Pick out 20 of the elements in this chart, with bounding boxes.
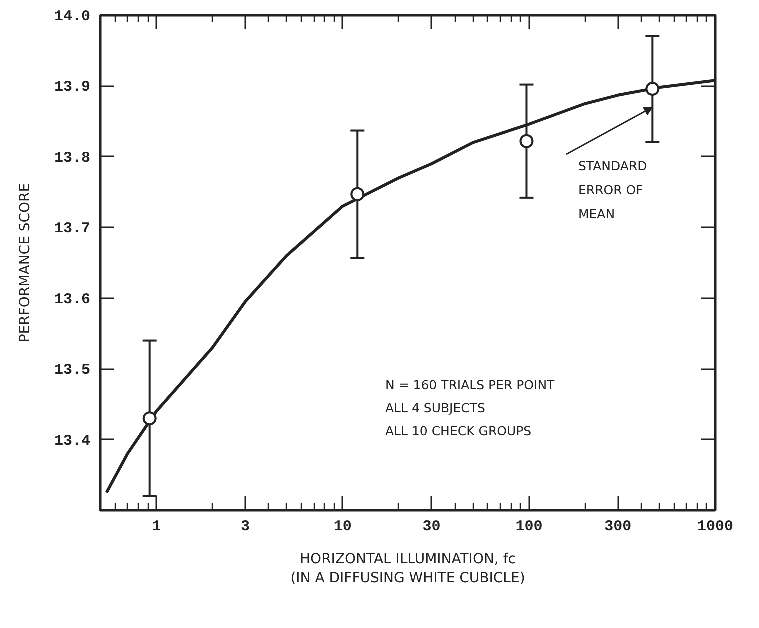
y-tick-label: 13.7 (54, 220, 91, 238)
x-tick-label: 3 (240, 518, 250, 536)
x-axis-title: HORIZONTAL ILLUMINATION, fc (IN A DIFFUSING WHITE CUBICLE) (290, 552, 526, 587)
annotation: ALL 4 SUBJECTS (386, 400, 486, 416)
annotation: ALL 10 CHECK GROUPS (386, 424, 532, 438)
y-tick-label: 14.0 (54, 8, 91, 26)
y-tick-label: 13.4 (54, 432, 91, 450)
y-tick-label: 13.8 (54, 150, 91, 167)
x-tick-label: 10 (334, 518, 352, 536)
y-tick-label: 13.6 (54, 291, 91, 308)
annotation: STANDARD ERROR OF MEAN (578, 158, 648, 222)
annotation: N = 160 TRIALS PER POINT (386, 378, 556, 392)
x-tick-label: 30 (422, 518, 441, 536)
x-tick-label: 1000 (697, 518, 734, 536)
x-tick-label: 300 (604, 518, 632, 536)
y-tick-label: 13.5 (54, 362, 91, 380)
y-axis-title: PERFORMANCE SCORE (17, 183, 34, 343)
y-tick-label: 13.9 (54, 79, 91, 96)
x-tick-label: 1 (152, 518, 162, 536)
x-tick-label: 100 (516, 518, 543, 536)
